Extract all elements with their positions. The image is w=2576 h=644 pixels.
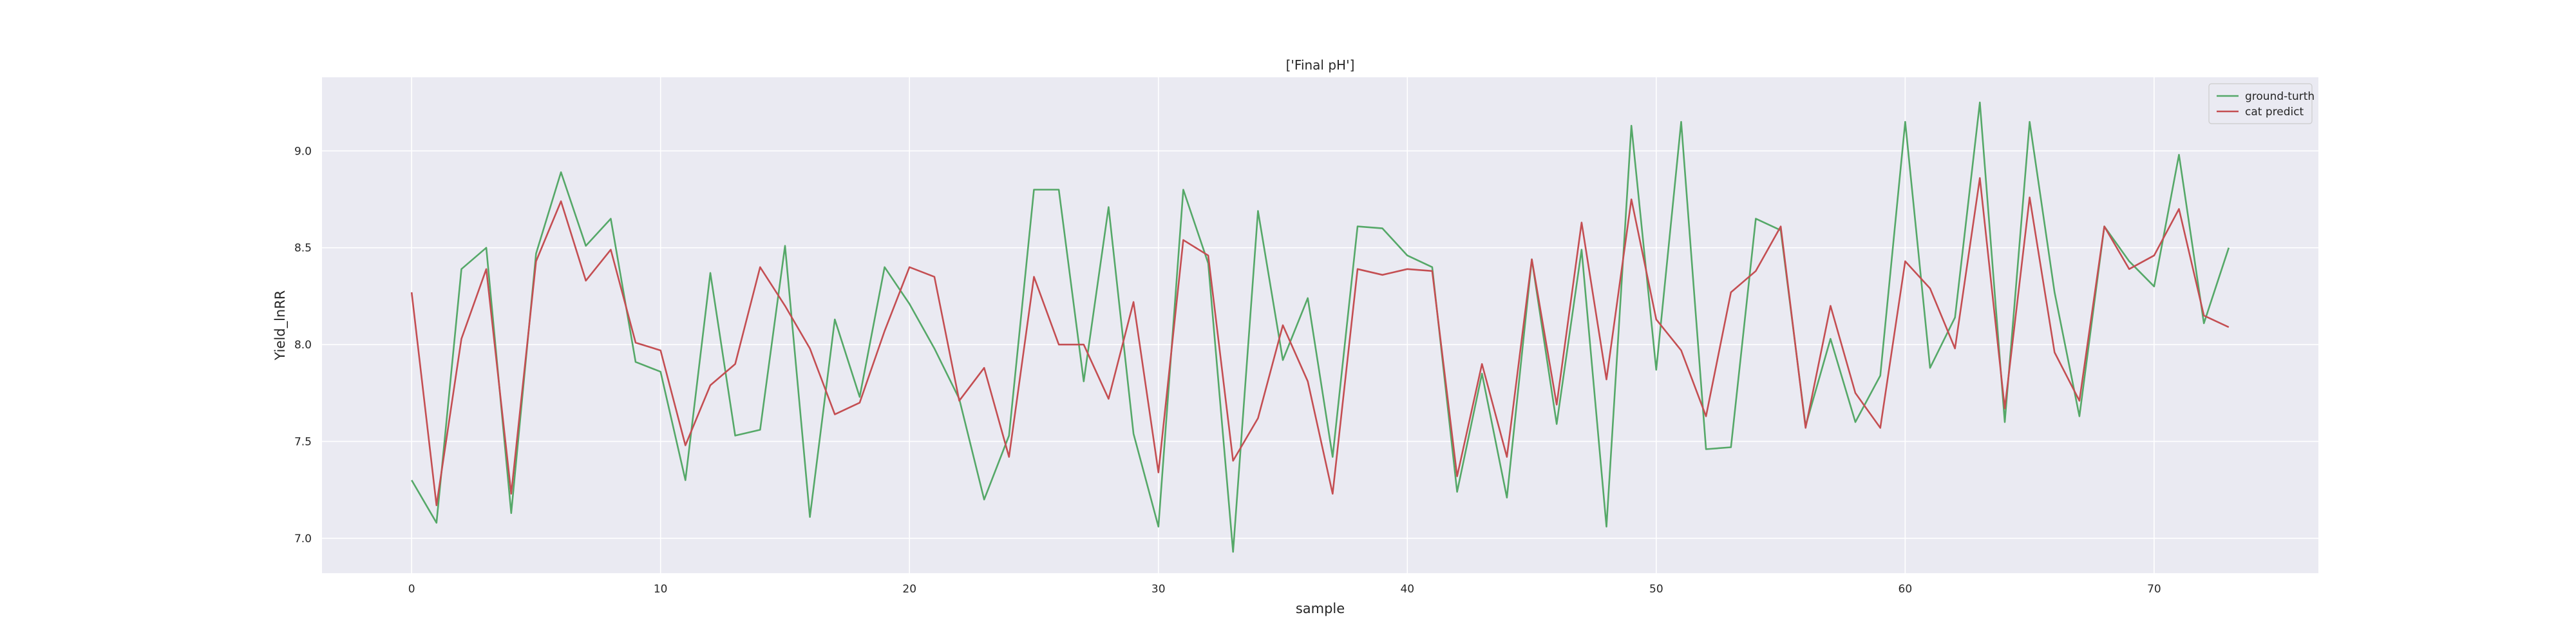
legend: ground-turth cat predict <box>2208 83 2315 124</box>
y-tick-label: 7.0 <box>294 533 312 545</box>
series-line-ground-turth <box>411 101 2230 553</box>
legend-label: ground-turth <box>2245 90 2315 103</box>
y-tick-label: 8.0 <box>294 339 312 352</box>
gridlines <box>322 77 2318 573</box>
x-tick-label: 60 <box>1899 583 1913 596</box>
y-tick-label: 9.0 <box>294 145 312 158</box>
legend-label: cat predict <box>2245 106 2304 118</box>
plot-area <box>322 77 2318 573</box>
series-line-cat-predict <box>410 177 2230 507</box>
x-tick-label: 40 <box>1400 583 1414 596</box>
x-tick-label: 50 <box>1649 583 1663 596</box>
tick-labels: 0 10 20 30 40 50 60 70 7.0 7.5 8.0 8.5 9.0 <box>294 145 2161 596</box>
x-tick-label: 20 <box>902 583 916 596</box>
chart-title: ['Final pH'] <box>1286 57 1355 73</box>
legend-box <box>2208 83 2313 124</box>
x-tick-label: 0 <box>408 583 415 596</box>
y-tick-label: 8.5 <box>294 242 312 255</box>
x-axis-label: sample <box>1296 601 1345 616</box>
x-tick-label: 10 <box>654 583 668 596</box>
y-axis-label: Yield_lnRR <box>272 290 289 361</box>
x-tick-label: 30 <box>1151 583 1166 596</box>
y-tick-label: 7.5 <box>294 435 312 448</box>
series-lines <box>410 101 2230 553</box>
x-tick-label: 70 <box>2147 583 2161 596</box>
